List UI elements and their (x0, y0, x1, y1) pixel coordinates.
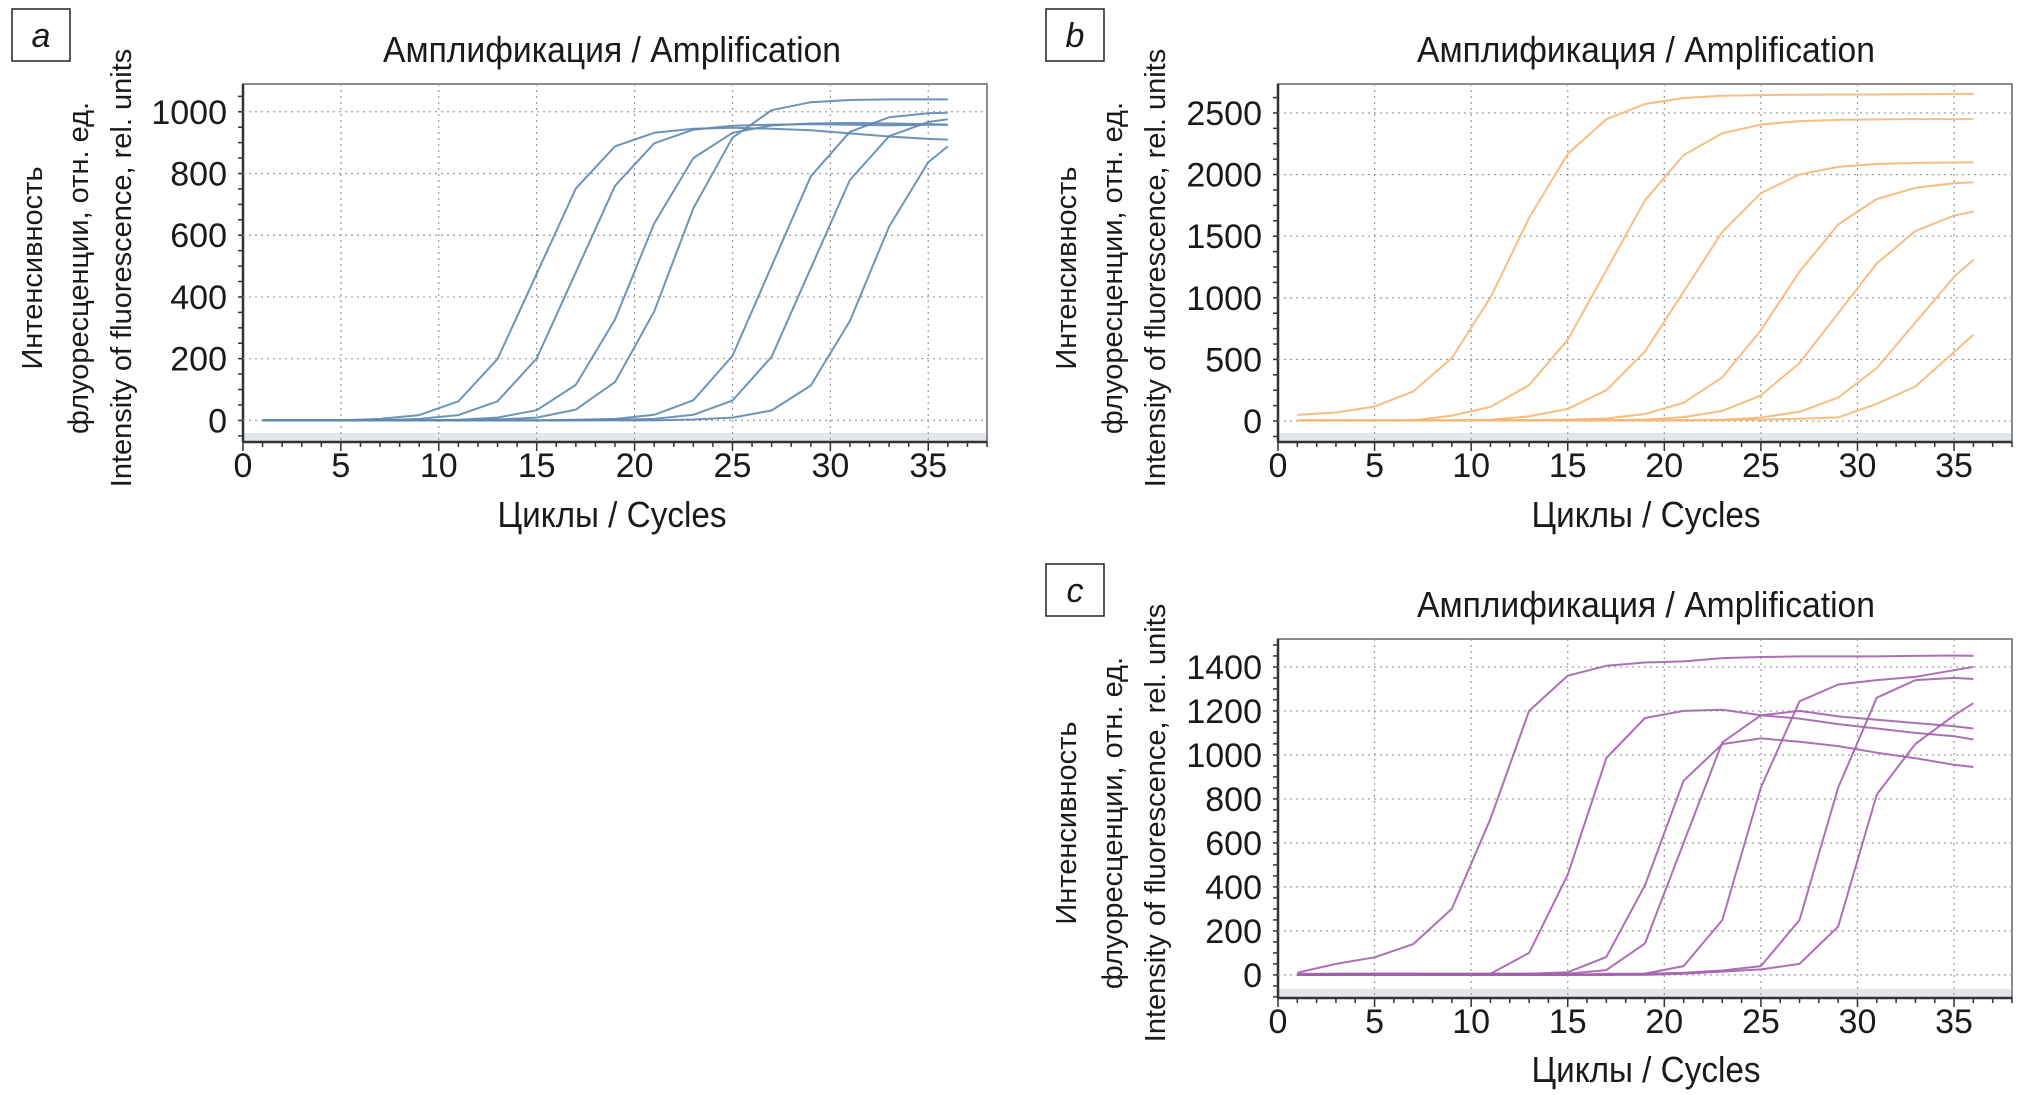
x-tick-label: 35 (909, 447, 947, 485)
x-tick-label: 30 (1839, 447, 1877, 485)
series-line-1 (262, 126, 948, 422)
plot-area (1277, 83, 2013, 443)
y-tick-label: 0 (1243, 403, 1262, 441)
series-line-4 (1297, 709, 1974, 976)
x-tick-label: 20 (616, 447, 654, 485)
panel-label-box (11, 8, 71, 62)
x-axis-label: Циклы / Cycles (1532, 1049, 1761, 1090)
y-tick-label: 1000 (1186, 737, 1262, 775)
x-tick-label: 30 (811, 447, 849, 485)
y-tick-label: 2500 (1186, 95, 1262, 133)
y-axis-label-line: Intensity of fluorescence, rel. units (106, 49, 138, 487)
plot-bottom-band (244, 433, 986, 441)
x-tick-label: 5 (1365, 1003, 1384, 1041)
y-tick-label: 1500 (1186, 218, 1262, 256)
x-tick-label: 30 (1839, 1003, 1877, 1041)
chart-title: Амплификация / Amplification (383, 29, 841, 70)
y-axis-label-line: Intensity of fluorescence, rel. units (1140, 49, 1172, 487)
y-tick-label: 1000 (151, 94, 227, 132)
x-tick-label: 0 (1269, 1003, 1288, 1041)
x-tick-label: 10 (1452, 1003, 1490, 1041)
x-tick-label: 15 (1549, 447, 1587, 485)
x-axis-label: Циклы / Cycles (1532, 494, 1761, 535)
panel-label-box (1045, 563, 1105, 617)
y-tick-label: 1000 (1186, 280, 1262, 318)
y-tick-label: 400 (1205, 869, 1262, 907)
panel-label-box (1045, 8, 1105, 62)
chart-panel-a: a Амплификация / Amplification Интенсивнос… (11, 8, 988, 535)
plot-area (242, 83, 988, 443)
x-tick-label: 5 (1365, 447, 1384, 485)
panel-label: c (1067, 572, 1084, 610)
y-tick-label: 400 (170, 279, 227, 317)
y-tick-label: 200 (170, 341, 227, 379)
y-axis-label-line: флуоресценции, отн. ед. (63, 102, 95, 434)
chart-title: Амплификация / Amplification (1417, 29, 1875, 70)
plot-bottom-band (1279, 433, 2011, 441)
chart-panel-b: b Амплификация / Amplification Интенсивнос… (1045, 8, 2013, 535)
y-tick-label: 200 (1205, 913, 1262, 951)
y-tick-label: 1400 (1186, 649, 1262, 687)
panel-label: a (32, 17, 51, 55)
y-axis-label-line: Интенсивность (17, 166, 49, 369)
y-axis-label-line: флуоресценции, отн. ед. (1097, 102, 1129, 434)
y-axis-label-line: Intensity of fluorescence, rel. units (1140, 604, 1172, 1042)
y-tick-label: 0 (208, 402, 227, 440)
x-tick-label: 5 (331, 447, 350, 485)
x-tick-label: 20 (1645, 1003, 1683, 1041)
y-tick-label: 2000 (1186, 157, 1262, 195)
y-axis-label-line: флуоресценции, отн. ед. (1097, 657, 1129, 989)
x-tick-label: 0 (234, 447, 253, 485)
plot-bottom-band (1279, 989, 2011, 997)
y-axis-label-line: Интенсивность (1051, 166, 1083, 369)
y-tick-label: 800 (1205, 781, 1262, 819)
y-tick-label: 0 (1243, 957, 1262, 995)
panel-label: b (1066, 17, 1085, 55)
x-tick-label: 35 (1935, 1003, 1973, 1041)
series-line-7 (262, 145, 949, 422)
x-axis-label: Циклы / Cycles (498, 494, 727, 535)
x-tick-label: 15 (1549, 1003, 1587, 1041)
y-tick-label: 600 (1205, 825, 1262, 863)
y-tick-label: 1200 (1186, 693, 1262, 731)
x-tick-label: 35 (1935, 447, 1973, 485)
y-tick-label: 500 (1205, 341, 1262, 379)
x-tick-label: 10 (420, 447, 458, 485)
x-tick-label: 15 (518, 447, 556, 485)
y-tick-label: 600 (170, 217, 227, 255)
series-line-1 (1297, 654, 1974, 974)
y-tick-label: 800 (170, 156, 227, 194)
series-line-1 (1297, 92, 1974, 416)
x-tick-label: 10 (1452, 447, 1490, 485)
plot-area (1277, 638, 2013, 999)
series-line-7 (1297, 702, 1974, 976)
chart-panel-c: c Амплификация / Amplification Интенсивнос… (1045, 563, 2013, 1090)
y-axis-label-line: Интенсивность (1051, 721, 1083, 924)
x-tick-label: 25 (1742, 447, 1780, 485)
chart-title: Амплификация / Amplification (1417, 584, 1875, 625)
series-line-7 (1297, 334, 1975, 422)
x-tick-label: 25 (714, 447, 752, 485)
x-tick-label: 0 (1269, 447, 1288, 485)
x-tick-label: 20 (1645, 447, 1683, 485)
x-tick-label: 25 (1742, 1003, 1780, 1041)
